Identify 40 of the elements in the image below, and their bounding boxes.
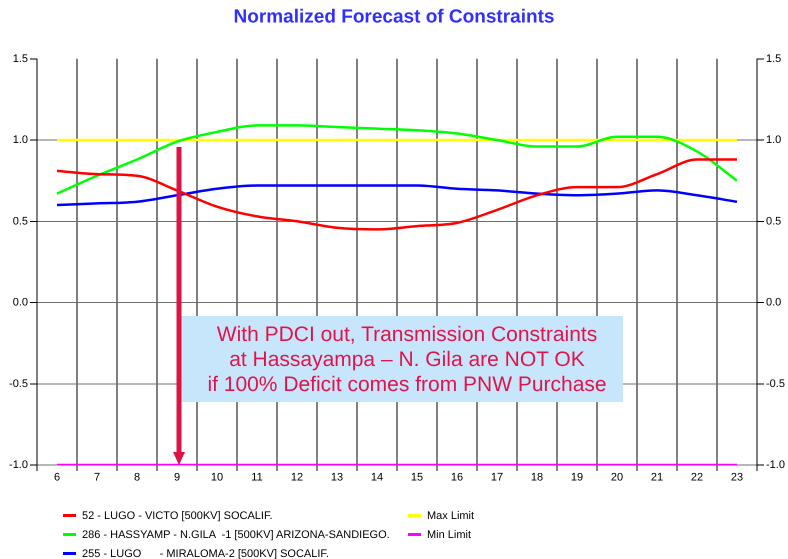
x-tick-label: 16 xyxy=(450,472,464,484)
y2-tick-label: 0.5 xyxy=(766,215,782,228)
y2-tick-label: -1.0 xyxy=(766,459,785,472)
y-tick-label: 0.0 xyxy=(12,296,28,309)
x-tick-label: 20 xyxy=(610,472,624,484)
x-tick-label: 19 xyxy=(570,472,584,484)
x-tick-label: 23 xyxy=(730,472,744,484)
annotation: With PDCI out, Transmission Constraints at Hassayampa – N. Gila are NOT OK if 100% Deficit comes from PNW Purchase xyxy=(206,322,608,397)
legend-label: 255 - LUGO - MIRALOMA-2 [500KV] SOCALIF. xyxy=(82,548,329,559)
chart-title: Normalized Forecast of Constraints xyxy=(234,6,554,28)
legend-label: 286 - HASSYAMP - N.GILA -1 [500KV] ARIZONA-SANDIEGO. xyxy=(82,528,390,540)
line-series xyxy=(56,184,738,206)
x-tick-label: 11 xyxy=(251,472,263,484)
x-tick-label: 6 xyxy=(54,472,60,484)
y-tick-label: 1.0 xyxy=(12,134,28,146)
x-tick-label: 13 xyxy=(330,472,344,484)
x-tick-label: 9 xyxy=(174,472,180,484)
y-tick-label: 0.5 xyxy=(12,215,28,228)
y2-tick-label: 1.5 xyxy=(766,52,782,65)
x-tick-label: 21 xyxy=(650,472,664,484)
y-tick-label: 1.5 xyxy=(12,52,28,65)
legend-label: Min Limit xyxy=(427,528,472,540)
x-tick-label: 8 xyxy=(134,472,140,484)
legend-label: 52 - LUGO - VICTO [500KV] SOCALIF. xyxy=(82,510,273,522)
y-tick-label: -1.0 xyxy=(9,459,28,472)
legend-label: Max Limit xyxy=(427,510,474,522)
y2-tick-label: 0.0 xyxy=(766,296,782,309)
y2-tick-label: 1.0 xyxy=(766,134,782,146)
line-series xyxy=(56,124,738,195)
y2-tick-label: -0.5 xyxy=(766,378,785,390)
x-tick-label: 14 xyxy=(370,472,384,484)
line-series xyxy=(56,158,738,231)
x-tick-label: 22 xyxy=(690,472,704,484)
x-tick-label: 17 xyxy=(490,472,504,484)
x-tick-label: 10 xyxy=(210,472,224,484)
x-tick-label: 12 xyxy=(290,472,304,484)
y-tick-label: -0.5 xyxy=(9,378,28,390)
x-tick-label: 7 xyxy=(94,472,100,484)
x-tick-label: 15 xyxy=(410,472,424,484)
x-tick-label: 18 xyxy=(530,472,544,484)
